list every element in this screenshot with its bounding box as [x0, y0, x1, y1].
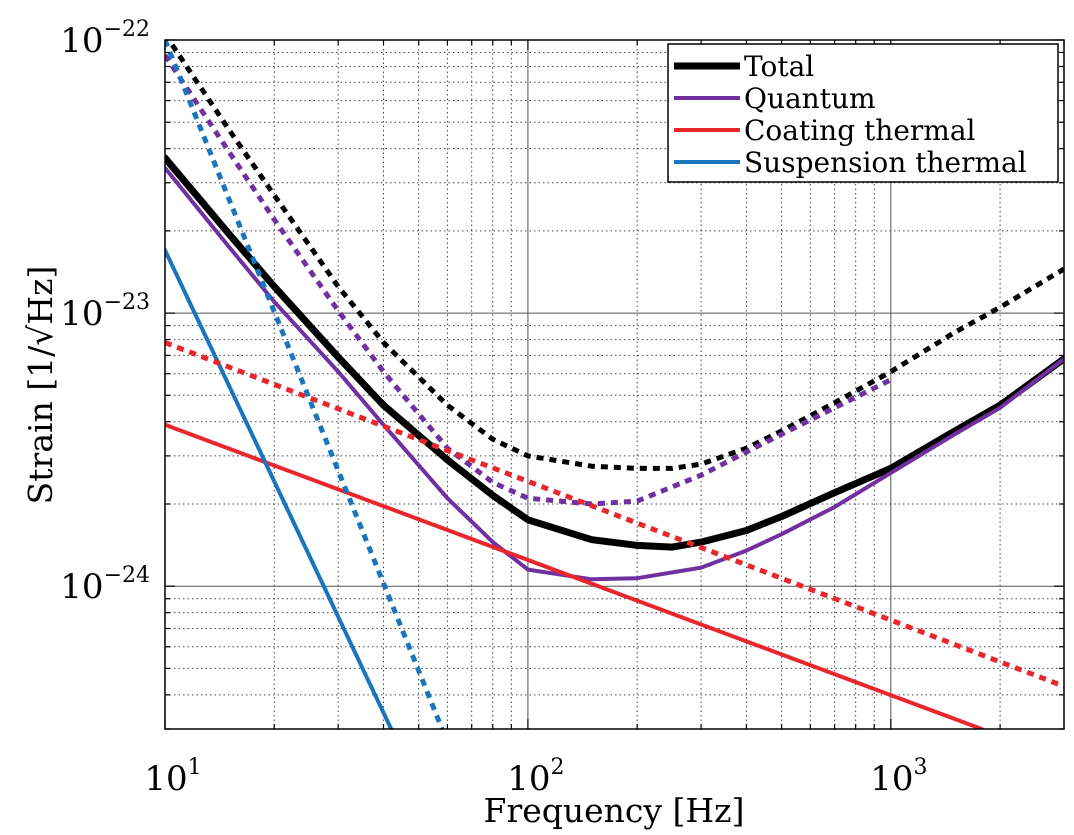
- y-tick-label: 10−22: [60, 17, 150, 61]
- series-line: Suspension thermal (dashed): [165, 40, 445, 729]
- y-axis-title: Strain [1/√Hz]: [21, 266, 60, 505]
- y-tick-label: 10−24: [60, 563, 150, 607]
- x-tick-label: 103: [870, 755, 927, 799]
- series-line: Suspension thermal: [165, 248, 394, 729]
- x-axis-title: Frequency [Hz]: [484, 791, 745, 830]
- legend-label: Quantum: [744, 82, 876, 115]
- series-line: Total (dashed): [165, 40, 1064, 471]
- y-tick-label: 10−23: [60, 290, 150, 334]
- legend-label: Total: [744, 50, 814, 83]
- series-line: Quantum (dashed): [165, 53, 892, 507]
- legend-label: Coating thermal: [744, 114, 976, 147]
- legend-label: Suspension thermal: [744, 146, 1027, 179]
- plot-frame: [164, 39, 1065, 730]
- tick-labels: 101 102 103 10−22 10−23 10−24: [60, 17, 927, 799]
- series-line: Coating thermal (dashed): [165, 340, 1064, 689]
- x-tick-label: 101: [144, 755, 201, 799]
- series-line: Quantum: [165, 166, 1064, 582]
- series-line: Total: [165, 154, 1064, 551]
- series-line: Coating thermal: [165, 422, 984, 729]
- x-tick-label: 102: [507, 755, 564, 799]
- axis-ticks: [164, 39, 1065, 730]
